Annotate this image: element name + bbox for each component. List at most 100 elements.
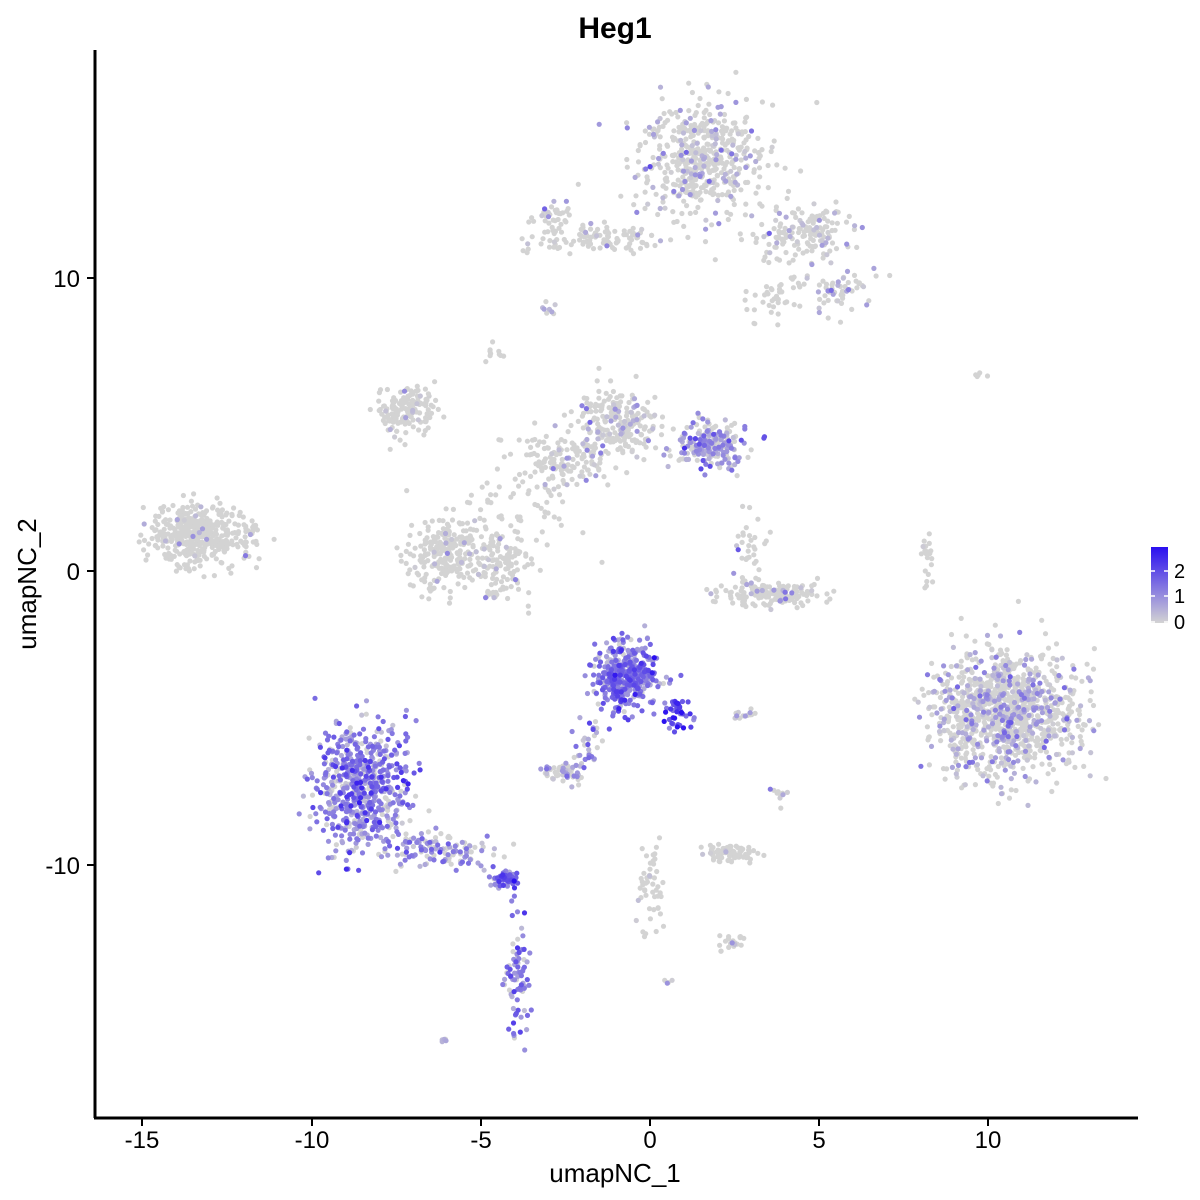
cell-point (437, 539, 443, 545)
cell-point (738, 144, 744, 150)
cell-point (771, 587, 777, 593)
cell-point (428, 546, 434, 552)
cell-point (574, 481, 580, 487)
cell-point (761, 583, 767, 589)
cell-point (575, 418, 581, 424)
cell-point (582, 673, 588, 679)
cell-point (621, 418, 628, 425)
cell-point (756, 165, 763, 171)
cell-point (532, 420, 538, 426)
cell-point (456, 520, 462, 526)
cell-point (488, 492, 494, 498)
cell-point (185, 529, 191, 535)
cell-point (204, 536, 210, 542)
cell-point (961, 690, 967, 696)
cell-point (813, 232, 819, 238)
cell-point (844, 268, 851, 274)
cell-point (188, 498, 194, 504)
cell-point (827, 248, 833, 254)
cell-point (588, 220, 594, 227)
cell-point (399, 820, 405, 826)
cell-point (511, 568, 517, 575)
cell-point (713, 136, 719, 142)
cell-point (1023, 656, 1029, 663)
cell-point (678, 152, 684, 158)
cell-point (853, 278, 859, 284)
cell-point (695, 146, 701, 152)
cell-point (924, 724, 931, 730)
cell-point (381, 403, 387, 409)
cell-point (717, 933, 723, 939)
cell-point (233, 535, 239, 541)
cell-point (641, 413, 647, 419)
cell-point (1000, 658, 1006, 664)
cell-point (828, 260, 834, 266)
cell-point (686, 108, 692, 114)
cell-point (475, 571, 482, 578)
cell-point (716, 221, 722, 227)
cell-point (390, 419, 396, 425)
cell-point (775, 322, 781, 328)
cell-point (1060, 711, 1066, 717)
cell-point (555, 484, 562, 490)
cell-point (964, 707, 970, 714)
cell-point (385, 778, 391, 784)
cell-point (359, 850, 366, 856)
cell-point (996, 673, 1002, 679)
cell-point (633, 193, 639, 199)
cell-point (534, 484, 540, 490)
cell-point (168, 538, 174, 545)
cell-point (573, 762, 579, 769)
cell-point (1049, 788, 1055, 795)
cell-point (624, 430, 630, 436)
cell-point (677, 107, 683, 113)
cell-point (1050, 766, 1056, 773)
cell-point (487, 547, 493, 553)
cell-point (985, 724, 992, 730)
cell-point (363, 698, 370, 704)
cell-point (666, 725, 673, 731)
cell-point (827, 596, 833, 602)
cell-point (200, 521, 206, 527)
cell-point (835, 298, 841, 304)
cell-point (798, 600, 804, 606)
cell-point (494, 557, 500, 563)
cell-point (179, 527, 185, 533)
cell-point (403, 707, 409, 713)
cell-point (508, 584, 514, 590)
cell-point (231, 505, 237, 511)
cell-point (720, 136, 726, 142)
cell-point (845, 279, 851, 286)
cell-point (746, 849, 752, 856)
cell-point (576, 448, 582, 454)
cell-point (990, 672, 996, 679)
cell-point (701, 124, 707, 130)
cell-point (606, 230, 612, 236)
cell-point (518, 537, 524, 543)
cell-point (722, 938, 729, 944)
cell-point (1040, 652, 1046, 658)
cell-point (728, 193, 734, 199)
cell-point (496, 514, 502, 520)
cell-point (194, 523, 200, 529)
cell-point (235, 529, 242, 535)
cell-point (759, 203, 765, 209)
cell-point (663, 446, 670, 452)
cell-point (1050, 721, 1056, 727)
cell-point (645, 438, 652, 444)
cell-point (215, 522, 221, 528)
cell-point (367, 406, 373, 413)
cell-point (717, 465, 723, 471)
cell-point (470, 544, 476, 550)
cell-point (824, 591, 830, 597)
cell-point (554, 207, 560, 213)
cell-point (413, 793, 419, 799)
cell-point (1034, 690, 1040, 697)
cell-point (1024, 652, 1030, 658)
cell-point (450, 849, 456, 855)
cell-point (580, 530, 586, 536)
cell-point (659, 414, 666, 420)
cell-point (229, 513, 235, 519)
cell-point (921, 692, 927, 698)
cell-point (725, 189, 732, 195)
